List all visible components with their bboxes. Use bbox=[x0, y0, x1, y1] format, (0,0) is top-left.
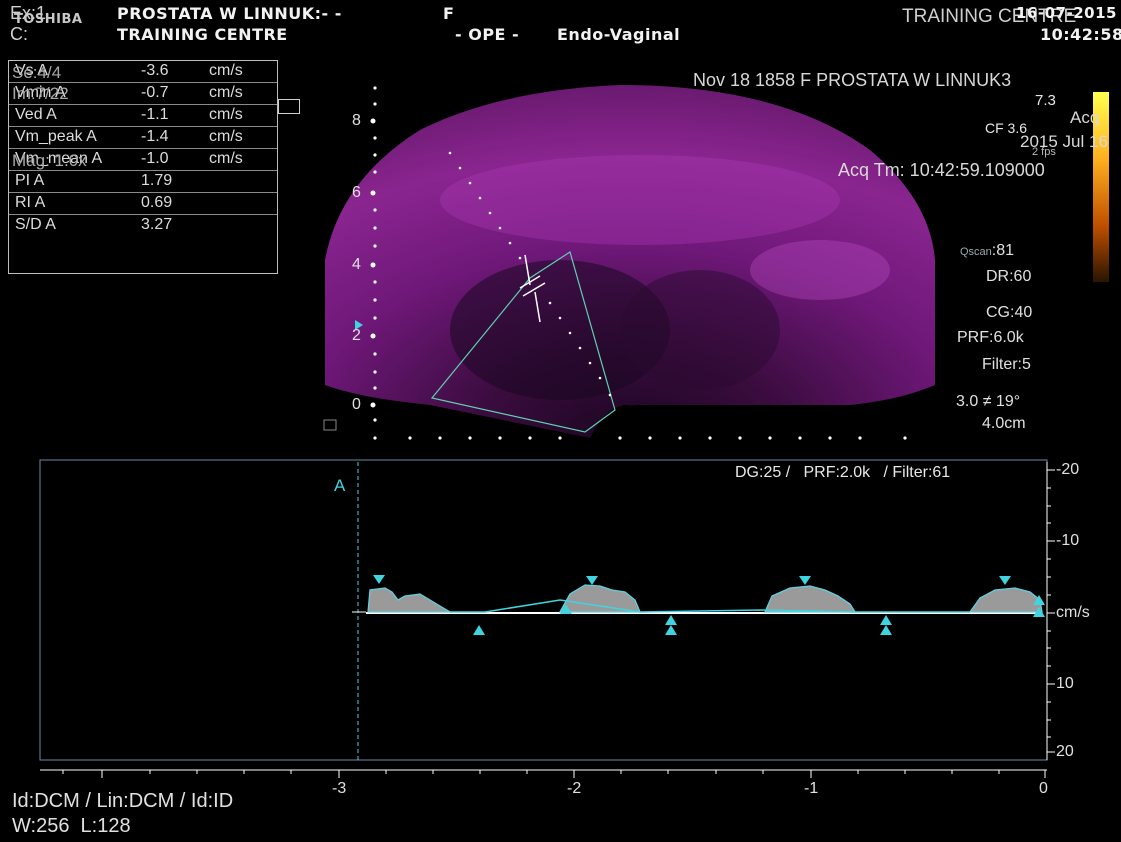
probe-type: Endo-Vaginal bbox=[557, 25, 681, 44]
trace-line bbox=[450, 599, 970, 613]
velocity-tick: -10 bbox=[1056, 532, 1080, 549]
table-row: Ved A -1.1 cm/s bbox=[9, 105, 277, 127]
dynamic-range: DR:60 bbox=[986, 268, 1032, 285]
magnification: Mag: 1.0x bbox=[12, 151, 87, 170]
exam-date: 16-07-2015 bbox=[1016, 4, 1117, 22]
study-info: Nov 18 1858 F PROSTATA W LINNUK3 bbox=[693, 70, 1012, 90]
depth-scale-dots bbox=[370, 86, 377, 440]
sample-gate bbox=[519, 254, 546, 323]
acq-date: 2015 Jul 16 bbox=[1020, 132, 1108, 151]
color-scale-bar bbox=[1093, 92, 1109, 282]
trough-markers bbox=[473, 595, 1045, 635]
channel-marker: A bbox=[334, 476, 346, 495]
doppler-cursor-line bbox=[448, 151, 612, 397]
waveform bbox=[367, 584, 1043, 613]
velocity-tick: 20 bbox=[1056, 743, 1074, 760]
color-gain: CG:40 bbox=[986, 304, 1033, 321]
qscan: Qscan:81 bbox=[960, 242, 1015, 259]
patient-name: PROSTATA W LINNUK:- - bbox=[117, 4, 342, 23]
institution-right: TRAINING CENTRE bbox=[902, 6, 1077, 27]
time-axis bbox=[40, 769, 1047, 778]
depth-label: 0 bbox=[352, 396, 361, 413]
time-tick: -3 bbox=[332, 780, 347, 797]
dicom-info: Id:DCM / Lin:DCM / Id:ID bbox=[12, 790, 234, 812]
doppler-params: DG:25 / PRF:2.0k / Filter:61 bbox=[735, 464, 951, 481]
table-row: S/D A 3.27 bbox=[15, 216, 173, 233]
time-tick: -1 bbox=[804, 780, 819, 797]
time-tick: 0 bbox=[1039, 780, 1048, 797]
depth-label: 8 bbox=[352, 112, 361, 129]
angle-correction: 3.0 ≠ 19° bbox=[956, 393, 1021, 410]
table-row: Vm_peak A -1.4 cm/s bbox=[9, 127, 277, 149]
focus-marker-icon bbox=[355, 320, 363, 330]
table-row: Vmin A -0.7 cm/s bbox=[9, 83, 277, 105]
peak-markers bbox=[373, 575, 1011, 585]
filter: Filter:5 bbox=[982, 356, 1031, 373]
cf-value: 7.3 bbox=[1035, 92, 1056, 109]
acq-label: Acq bbox=[1070, 108, 1100, 127]
velocity-tick: -20 bbox=[1056, 461, 1080, 478]
table-row: Vs A -3.6 cm/s bbox=[9, 61, 277, 83]
time-tick: -2 bbox=[567, 780, 582, 797]
cf-label: CF 3.6 bbox=[985, 120, 1028, 136]
depth-label: 6 bbox=[352, 184, 361, 201]
probe-orientation-icon bbox=[323, 419, 337, 431]
institution: TRAINING CENTRE bbox=[117, 25, 288, 44]
exam-label: Ex:1 bbox=[10, 3, 47, 23]
exam-mode: - OPE - bbox=[455, 25, 520, 44]
acq-time: Acq Tm: 10:42:59.109000 bbox=[838, 160, 1045, 180]
velocity-tick: 10 bbox=[1056, 675, 1074, 692]
window-level: W:256 L:128 bbox=[12, 815, 131, 837]
velocity-unit: cm/s bbox=[1056, 604, 1090, 621]
small-box-icon bbox=[278, 99, 300, 114]
patient-sex: F bbox=[443, 4, 455, 23]
lateral-scale-dots bbox=[408, 436, 907, 440]
depth-label: 4 bbox=[352, 256, 361, 273]
table-row: PI A 1.79 bbox=[9, 171, 277, 193]
measurement-table: Vs A -3.6 cm/s Vmin A -0.7 cm/s Ved A -1.1 cm/… bbox=[8, 60, 278, 274]
series-label: Se:4/4 bbox=[12, 63, 62, 82]
color-box bbox=[430, 251, 616, 433]
sample-depth: 4.0cm bbox=[982, 415, 1026, 432]
prf: PRF:6.0k bbox=[957, 329, 1024, 346]
exam-time: 10:42:58 bbox=[1040, 25, 1121, 44]
brand-logo: TOSHIBA bbox=[14, 12, 83, 27]
velocity-axis bbox=[1046, 462, 1055, 760]
frame-rate: 2 fps bbox=[1032, 146, 1056, 158]
image-number: Im:7/22 bbox=[12, 84, 69, 103]
table-row: RI A 0.69 bbox=[9, 193, 277, 215]
table-row: Vm_mean A -1.0 cm/s bbox=[9, 149, 277, 171]
c-label: C: bbox=[10, 24, 28, 44]
depth-label: 2 bbox=[352, 327, 361, 344]
